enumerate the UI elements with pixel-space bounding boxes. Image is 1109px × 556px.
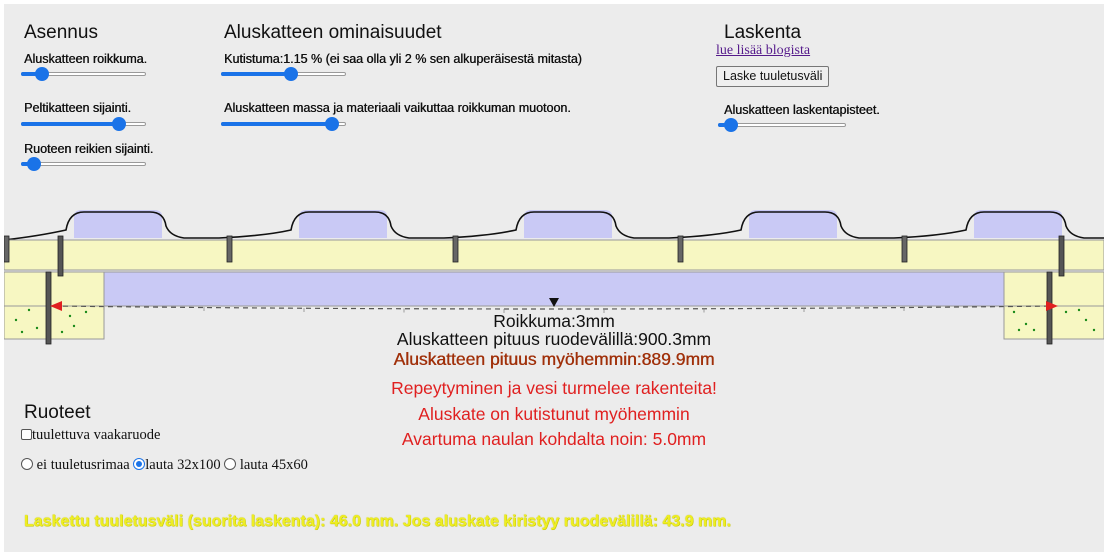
radio-option-none[interactable]: ei tuuletusrimaa bbox=[21, 457, 130, 473]
warning-tear: Repeytyminen ja vesi turmelee rakenteita… bbox=[391, 378, 717, 398]
ventilated-batten-checkbox[interactable] bbox=[21, 429, 32, 440]
radio-none[interactable] bbox=[21, 458, 33, 470]
sag-center-marker bbox=[549, 298, 559, 307]
length-result: Aluskatteen pituus ruodevälillä:900.3mm bbox=[396, 329, 712, 349]
radio-none-label: ei tuuletusrimaa bbox=[36, 457, 130, 473]
sag-ticks bbox=[103, 306, 1005, 313]
sag-slider-label: Aluskatteen roikkuma. bbox=[24, 52, 147, 66]
battens-heading: Ruoteet bbox=[24, 402, 91, 423]
batten-dots bbox=[14, 308, 1096, 334]
top-batten bbox=[4, 239, 1104, 271]
warning-shrunk: Aluskate on kutistunut myöhemmin bbox=[418, 404, 690, 424]
properties-heading: Aluskatteen ominaisuudet bbox=[224, 22, 442, 43]
blog-link[interactable]: lue lisää blogista bbox=[716, 43, 811, 58]
roof-position-slider-label: Peltikatteen sijainti. bbox=[24, 101, 132, 115]
sag-slider[interactable] bbox=[21, 66, 146, 82]
batten-type-radio-group: ei tuuletusrimaa lauta 32x100 lauta 45x6… bbox=[21, 457, 308, 474]
shrinkage-slider[interactable] bbox=[221, 66, 346, 82]
roof-cross-section-diagram bbox=[4, 210, 1104, 345]
radio-32x100-label: lauta 32x100 bbox=[145, 457, 221, 473]
left-hole-marker bbox=[50, 301, 62, 311]
sag-result: Roikkuma:3mm bbox=[493, 311, 615, 331]
asennus-heading: Asennus bbox=[24, 22, 98, 43]
shrinkage-slider-label: Kutistuma:1.15 % (ei saa olla yli 2 % se… bbox=[224, 52, 582, 66]
ventilated-batten-option[interactable]: tuulettuva vaakaruode bbox=[21, 427, 160, 444]
radio-32x100[interactable] bbox=[133, 458, 146, 470]
sag-curve bbox=[53, 305, 1055, 310]
roof-position-slider[interactable] bbox=[21, 116, 146, 132]
ventilated-batten-label: tuulettuva vaakaruode bbox=[32, 427, 161, 443]
radio-option-45x60[interactable]: lauta 45x60 bbox=[224, 457, 308, 473]
warning-expansion: Avartuma naulan kohdalta noin: 5.0mm bbox=[401, 429, 707, 449]
radio-option-32x100[interactable]: lauta 32x100 bbox=[133, 457, 221, 473]
metal-roof-profile bbox=[4, 211, 1104, 241]
batten-holes-slider-label: Ruoteen reikien sijainti. bbox=[24, 142, 154, 156]
calculation-heading: Laskenta bbox=[724, 22, 802, 43]
calc-points-slider[interactable] bbox=[718, 117, 846, 133]
roof-sheet-fill bbox=[74, 210, 1062, 238]
length-later-result: Aluskatteen pituus myöhemmin:889.9mm bbox=[393, 349, 715, 369]
batten-holes-slider[interactable] bbox=[21, 156, 146, 172]
calculate-ventilation-button[interactable]: Laske tuuletusväli bbox=[716, 66, 830, 87]
app-panel: Asennus Aluskatteen roikkuma. Peltikatte… bbox=[4, 4, 1104, 552]
roof-screws bbox=[4, 235, 908, 263]
calc-points-slider-label: Aluskatteen laskentapisteet. bbox=[724, 103, 880, 117]
radio-45x60[interactable] bbox=[224, 458, 237, 470]
calculated-ventilation-text: Laskettu tuuletusväli (suorita laskenta)… bbox=[24, 513, 731, 530]
right-hole-marker bbox=[1046, 301, 1058, 311]
mass-slider[interactable] bbox=[221, 116, 346, 132]
mass-slider-label: Aluskatteen massa ja materiaali vaikutta… bbox=[224, 101, 571, 115]
radio-45x60-label: lauta 45x60 bbox=[239, 457, 308, 473]
